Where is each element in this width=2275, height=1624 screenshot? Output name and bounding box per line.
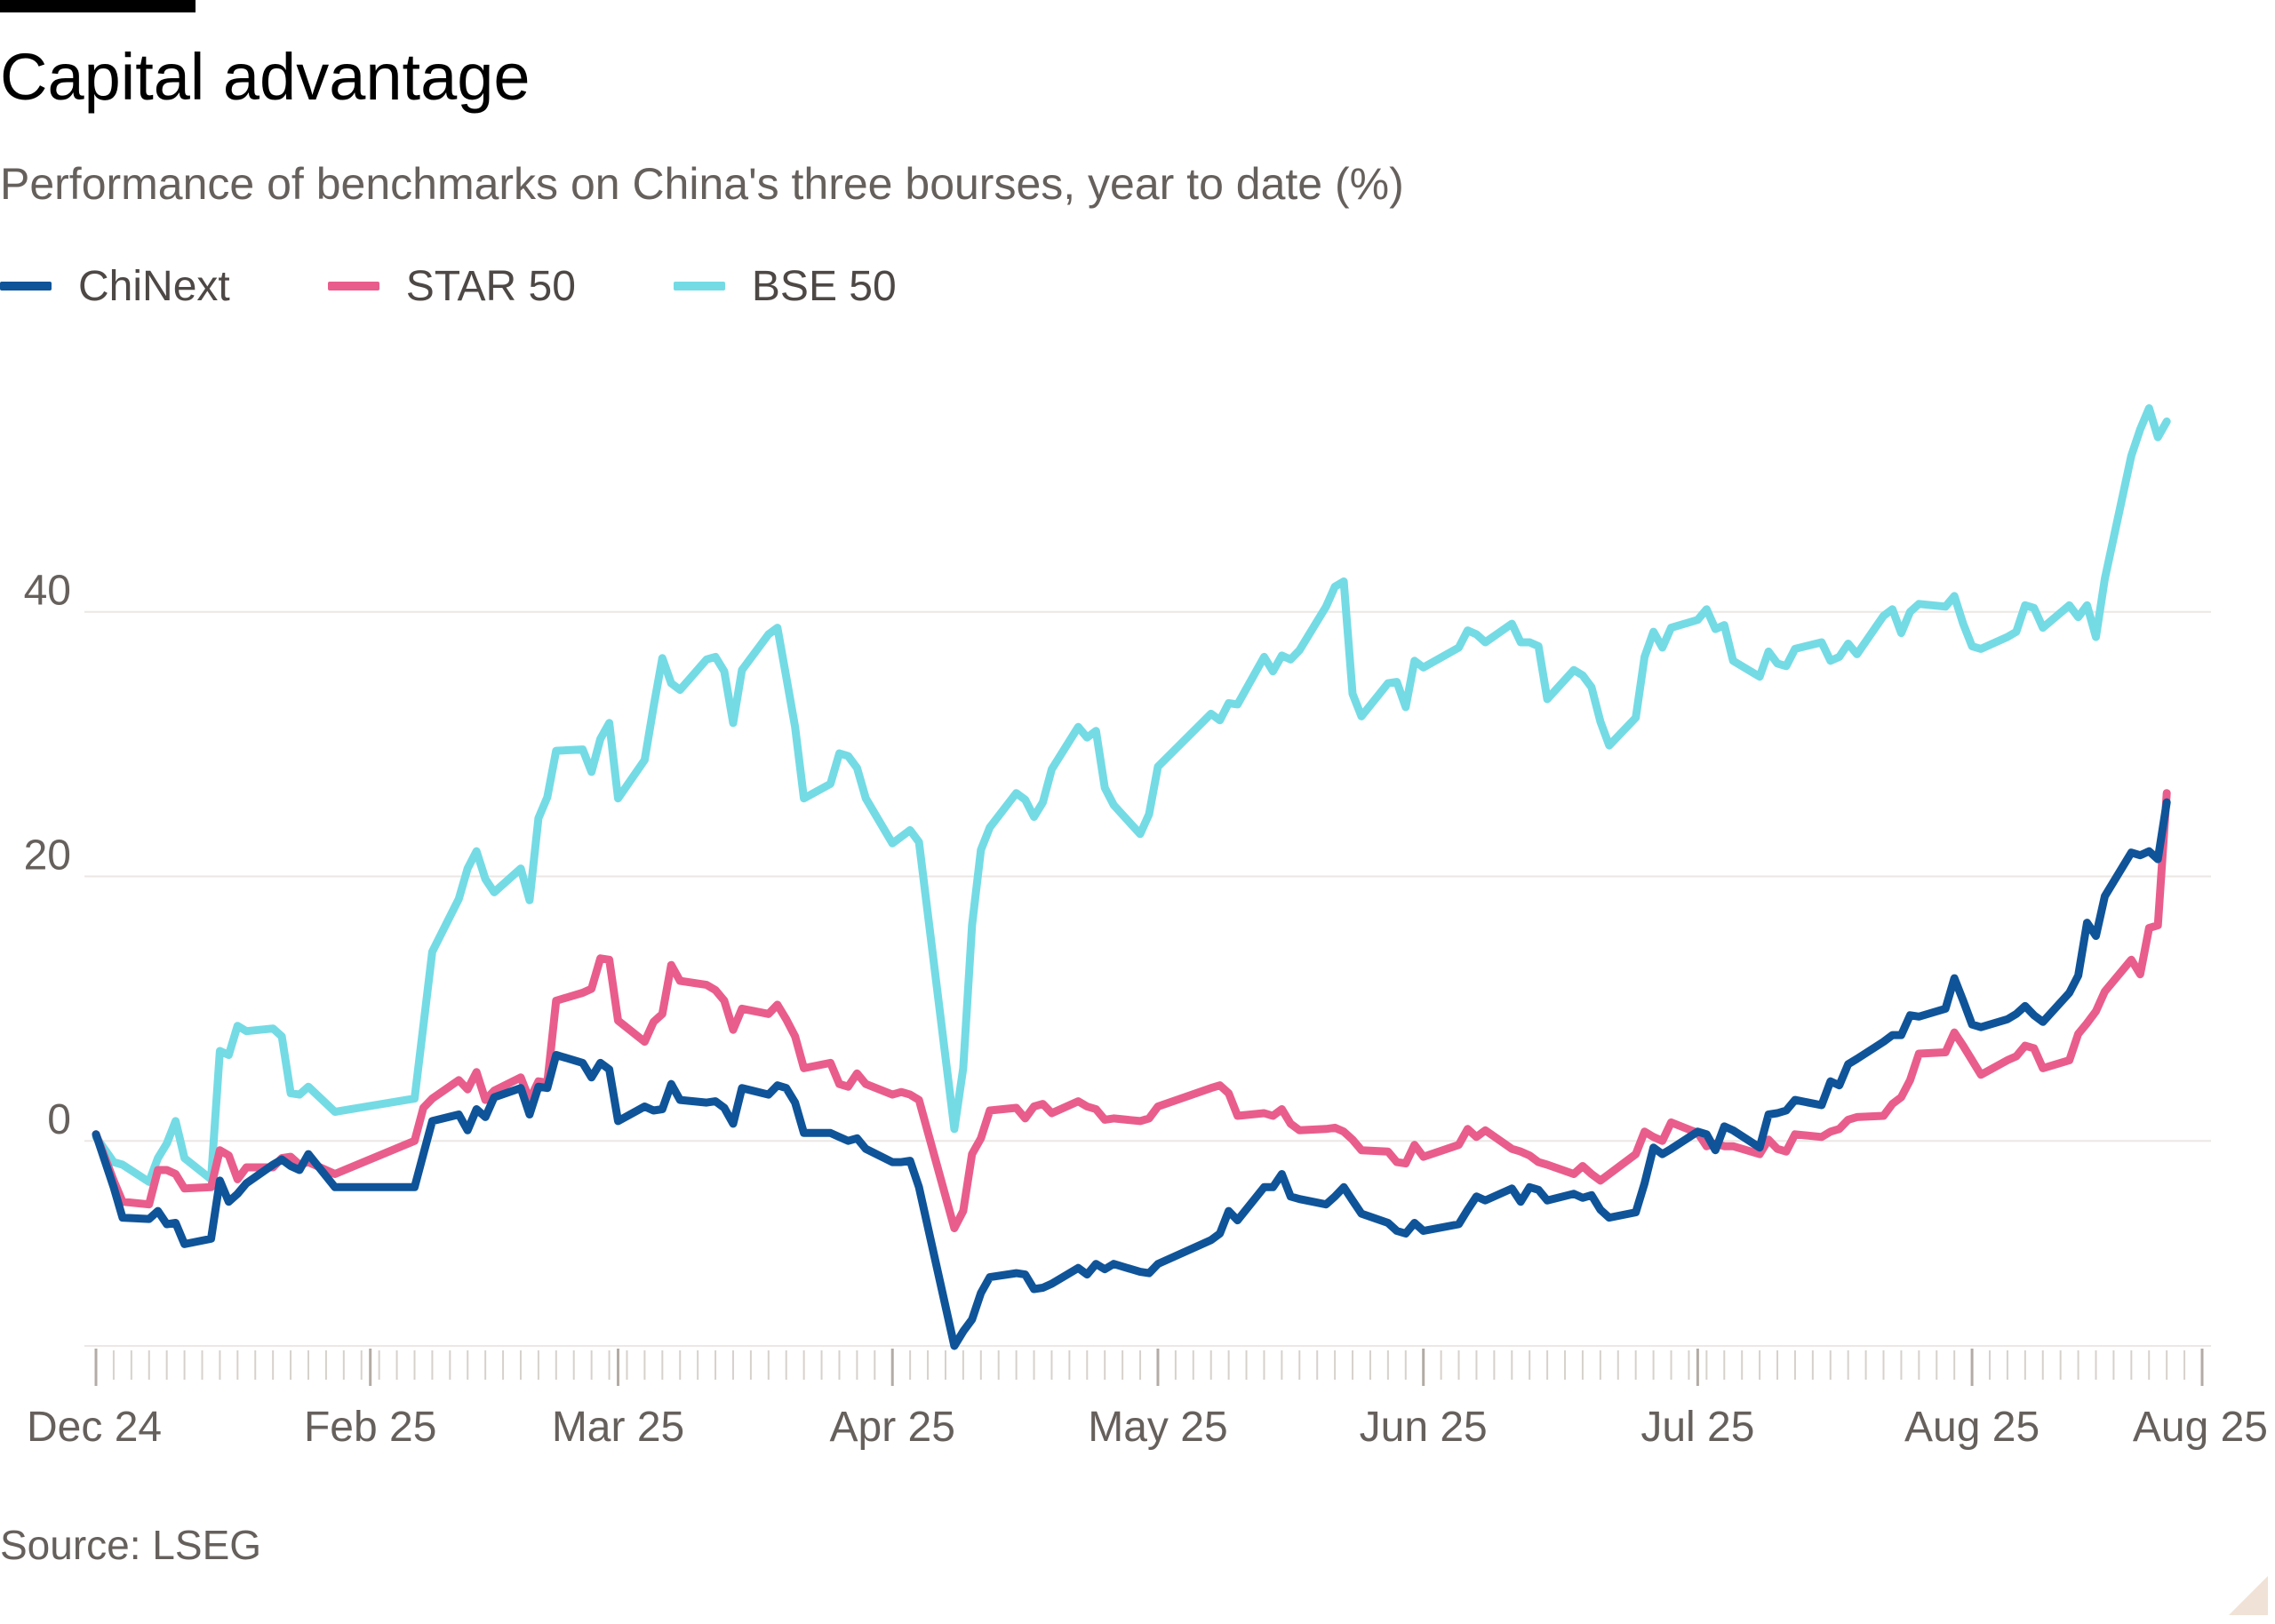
corner-fold	[2229, 1576, 2268, 1615]
legend-swatch-star50	[327, 282, 379, 291]
chart-legend: ChiNext STAR 50 BSE 50	[0, 259, 994, 313]
x-tick-label: Mar 25	[552, 1404, 684, 1451]
x-tick-label: Aug 25	[1904, 1404, 2040, 1451]
x-tick-label: Jun 25	[1360, 1404, 1488, 1451]
series-line-bse50	[92, 404, 2171, 1186]
legend-swatch-chinext	[0, 282, 52, 291]
x-tick-label: Apr 25	[830, 1404, 955, 1451]
legend-swatch-bse50	[673, 282, 725, 291]
gridlines	[84, 610, 2211, 1347]
y-tick-label-20: 20	[24, 832, 71, 879]
y-tick-label-0: 0	[47, 1096, 71, 1143]
series-lines	[92, 404, 2171, 1350]
x-tick-label: Aug 25	[2133, 1404, 2268, 1451]
legend-label-chinext: ChiNext	[78, 262, 230, 310]
brand-bar	[0, 0, 196, 12]
legend-item-star50: STAR 50	[327, 262, 576, 311]
chart-title: Capital advantage	[0, 40, 531, 114]
legend-item-bse50: BSE 50	[673, 262, 897, 311]
x-tick-label: Jul 25	[1640, 1404, 1754, 1451]
x-axis-ticks: Dec 24 Feb 25 Mar 25 Apr 25 May 25 Jun 25 Jul …	[27, 1349, 2268, 1451]
source-note: Source: LSEG	[0, 1522, 262, 1568]
legend-label-bse50: BSE 50	[751, 262, 897, 310]
series-line-chinext	[92, 798, 2171, 1350]
x-tick-label: Feb 25	[304, 1404, 436, 1451]
x-tick-label: May 25	[1088, 1404, 1227, 1451]
x-axis-minor-ticks	[95, 1350, 2203, 1380]
series-line-star50	[92, 789, 2171, 1232]
chart-subtitle: Performance of benchmarks on China's thr…	[0, 159, 1404, 209]
legend-label-star50: STAR 50	[405, 262, 576, 310]
legend-item-chinext: ChiNext	[0, 262, 230, 311]
y-tick-label-40: 40	[24, 568, 71, 615]
y-axis-ticks: 0 20 40	[24, 568, 71, 1144]
x-tick-label: Dec 24	[27, 1404, 162, 1451]
